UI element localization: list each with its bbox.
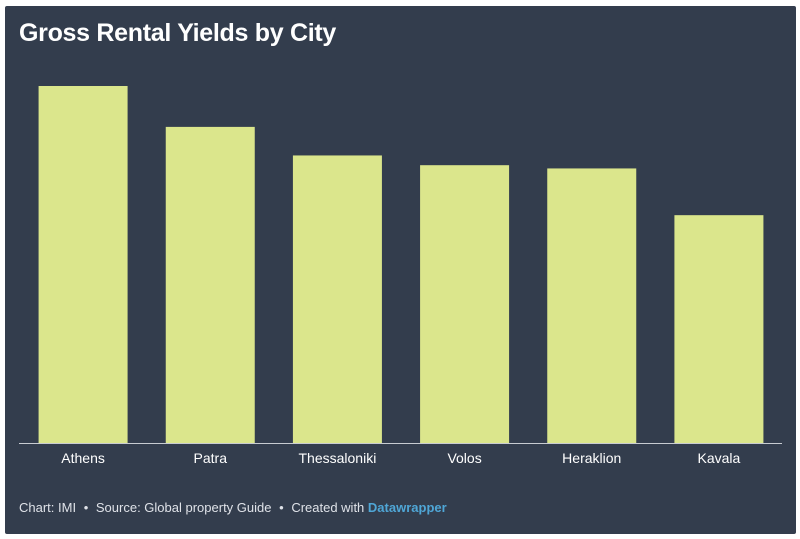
chart-footer: Chart: IMI • Source: Global property Gui… — [19, 500, 447, 515]
x-tick-label: Patra — [194, 450, 228, 466]
bar-chart: Athens Patra Thessaloniki Volos Heraklion Kav… — [19, 86, 782, 466]
x-axis-labels: Athens Patra Thessaloniki Volos Heraklion Kav… — [61, 450, 740, 466]
separator: • — [279, 500, 284, 515]
bar-athens — [38, 86, 128, 443]
x-tick-label: Athens — [61, 450, 105, 466]
x-tick-label: Heraklion — [562, 450, 621, 466]
chart-credit: Chart: IMI — [19, 500, 77, 515]
bars-group — [38, 86, 764, 443]
datawrapper-link[interactable]: Datawrapper — [367, 500, 447, 515]
chart-panel: Gross Rental Yields by City Athens Patra T… — [5, 6, 796, 534]
bar-kavala — [674, 215, 764, 443]
chart-source: Source: Global property Guide — [95, 500, 272, 515]
x-tick-label: Kavala — [698, 450, 741, 466]
created-with-text: Created with — [291, 500, 365, 515]
separator: • — [83, 500, 89, 515]
bar-patra — [165, 126, 255, 443]
x-tick-label: Volos — [447, 450, 481, 466]
bar-volos — [420, 165, 510, 443]
bar-thessaloniki — [292, 155, 382, 443]
chart-title: Gross Rental Yields by City — [19, 19, 337, 47]
bar-heraklion — [547, 168, 637, 443]
x-tick-label: Thessaloniki — [299, 450, 377, 466]
